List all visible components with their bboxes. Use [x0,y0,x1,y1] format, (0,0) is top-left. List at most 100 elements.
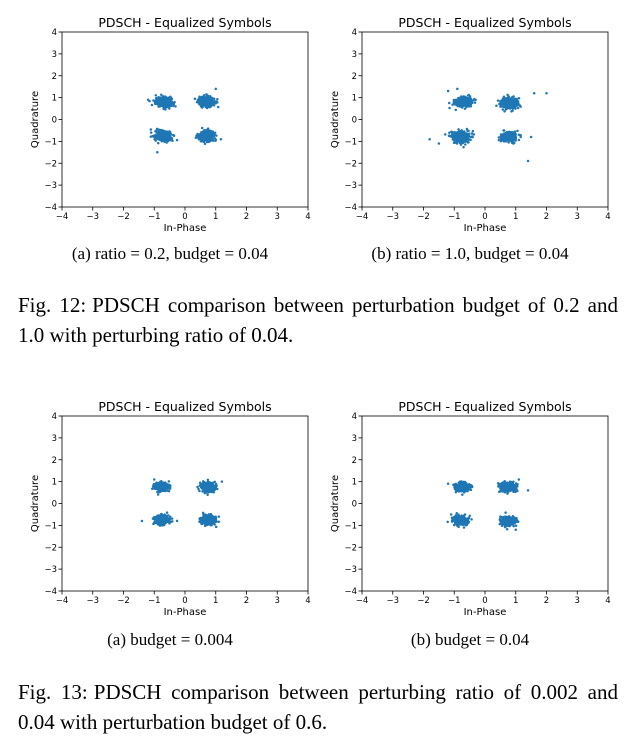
data-point [208,99,212,103]
scatter-points [146,87,223,154]
data-point [453,131,456,134]
x-tick-label: 1 [213,212,218,222]
data-point [201,520,204,524]
x-tick-label: 4 [305,212,310,222]
x-tick-label: 2 [544,212,549,222]
data-point [469,138,472,142]
data-point [155,128,158,132]
data-point [168,102,171,105]
data-point [504,134,508,137]
data-point [168,131,172,134]
data-point [196,98,200,102]
data-point [467,105,471,108]
data-point [466,138,469,142]
data-point [451,138,455,141]
data-point [157,486,161,490]
data-point [193,97,197,101]
data-point [198,133,201,136]
data-point [516,129,519,133]
data-point [202,135,205,139]
data-point [455,142,459,145]
data-point [203,482,207,486]
data-point [166,101,169,104]
data-point [204,134,208,138]
data-point [159,488,162,491]
y-tick-label: −3 [344,181,357,191]
data-point [167,480,171,483]
data-point-outlier [428,137,431,141]
x-tick-label: −4 [56,212,69,222]
data-point [462,526,466,529]
data-point [466,487,470,491]
data-point [199,485,203,489]
data-point [215,101,219,104]
data-point [165,141,168,144]
data-point [198,489,201,493]
data-point [166,131,170,134]
data-point [163,130,167,133]
data-point [197,487,200,491]
data-point [447,101,451,105]
data-point [214,515,217,519]
data-point [464,143,467,146]
y-tick-label: −1 [44,137,57,147]
data-point [500,139,503,142]
data-point [160,100,163,104]
data-point [468,102,472,106]
data-point [205,484,209,488]
data-point [459,131,462,134]
x-tick-label: 2 [244,596,249,606]
data-point [508,134,511,137]
data-point [161,486,165,489]
data-point-outlier [214,87,217,91]
data-point [509,98,513,101]
data-point [203,103,207,107]
x-tick-label: −2 [117,212,130,222]
data-point [500,486,503,490]
data-point [459,482,463,486]
x-tick-label: 0 [182,596,187,606]
data-point [219,137,223,141]
data-point [171,133,175,137]
data-point [201,130,205,134]
data-point [467,516,471,520]
data-point [462,145,465,149]
data-point [502,95,506,99]
data-point [211,517,215,521]
data-point [510,485,513,488]
data-point [516,106,520,110]
x-tick-label: −3 [386,212,399,222]
x-tick-label: 1 [213,596,218,606]
x-axis-label: In-Phase [464,223,507,234]
x-tick-label: −1 [148,212,161,222]
data-point [154,134,158,137]
data-point [155,97,159,101]
data-point [198,95,201,98]
data-point [210,482,213,485]
data-point [199,516,202,520]
data-point [514,482,518,485]
data-point [515,488,519,492]
data-point [213,488,217,491]
x-tick-label: 3 [275,596,280,606]
data-point [175,519,179,523]
data-point [458,139,461,143]
data-point [461,103,464,106]
data-point [163,97,166,100]
data-point [504,101,508,105]
data-point [467,141,470,144]
data-point [501,108,505,111]
x-tick-label: −2 [417,212,430,222]
data-point [468,100,471,103]
data-point [202,140,206,144]
data-point [507,101,511,104]
data-point [499,133,503,136]
data-point [203,485,207,488]
data-point [205,93,208,96]
data-point [459,105,463,108]
data-point [202,132,206,136]
data-point [456,135,460,139]
data-point [204,131,208,134]
x-tick-label: 2 [244,212,249,222]
data-point-outlier [456,87,459,91]
